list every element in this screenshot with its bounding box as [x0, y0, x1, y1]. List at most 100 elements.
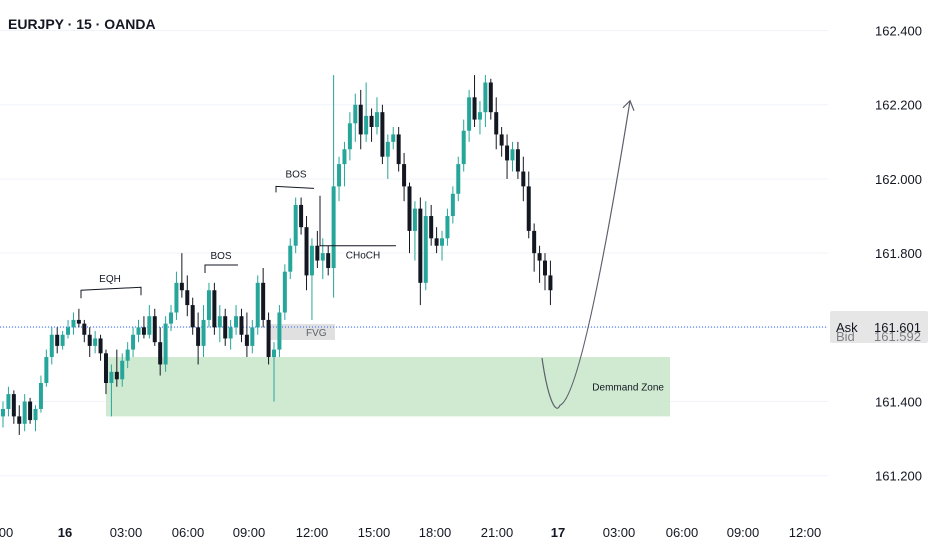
eqh-line	[80, 286, 142, 299]
candle-body	[299, 204, 304, 228]
bos-label-2: BOS	[285, 169, 306, 180]
candle-body	[407, 186, 412, 231]
candle-body	[49, 334, 54, 358]
candle-body	[396, 134, 401, 165]
x-tick-label: 00	[0, 525, 13, 540]
y-tick-label: 161.400	[875, 395, 922, 410]
candle-body	[337, 164, 342, 187]
candle-body	[440, 238, 445, 246]
x-tick-label: 06:00	[666, 525, 699, 540]
candle-body	[244, 334, 249, 346]
candle-body	[526, 186, 531, 231]
candle-body	[320, 253, 325, 261]
candle-body	[76, 319, 81, 324]
candle-body	[288, 245, 293, 272]
candle-body	[228, 327, 233, 339]
candle-body	[206, 290, 211, 320]
candle-body	[109, 371, 114, 383]
candle-body	[412, 208, 417, 231]
x-tick-label: 17	[551, 525, 565, 540]
structure-annotations: EQH BOS BOS CHoCH	[80, 169, 396, 299]
candle-body	[103, 353, 108, 383]
candle-body	[212, 290, 217, 328]
candle-body	[136, 327, 141, 335]
candle-body	[510, 149, 515, 161]
y-tick-label: 161.800	[875, 246, 922, 261]
candle-body	[163, 323, 168, 365]
candle-body	[293, 204, 298, 246]
candle-body	[114, 371, 119, 380]
candle-body	[331, 186, 336, 268]
candle-body	[1, 408, 5, 417]
x-tick-label: 06:00	[172, 525, 205, 540]
candle-body	[515, 149, 520, 172]
x-tick-label: 03:00	[603, 525, 636, 540]
projection-arrowhead	[622, 99, 635, 111]
candle-body	[38, 382, 43, 409]
candle-body	[44, 357, 49, 383]
demand-zone-label: Demmand Zone	[592, 383, 664, 394]
candle-body	[98, 338, 103, 354]
candle-body	[537, 253, 542, 261]
x-tick-label: 03:00	[110, 525, 143, 540]
candle-body	[261, 282, 266, 320]
candle-body	[505, 145, 510, 161]
candle-body	[445, 216, 450, 239]
candle-body	[304, 227, 309, 276]
candle-body	[234, 316, 239, 328]
bos-line-1	[204, 264, 238, 274]
candle-body	[201, 319, 206, 346]
y-tick-label: 162.200	[875, 98, 922, 113]
candle-body	[402, 164, 407, 187]
time-axis[interactable]: 00 16 03:00 06:00 09:00 12:00 15:00 18:00 21:00 1…	[0, 525, 821, 540]
x-tick-label: 09:00	[233, 525, 266, 540]
bid-label: Bid	[836, 329, 855, 344]
y-tick-label: 161.200	[875, 469, 922, 484]
candle-body	[483, 82, 488, 113]
x-tick-label: 12:00	[789, 525, 822, 540]
candle-body	[391, 134, 396, 142]
ask-value: 161.601	[874, 320, 921, 335]
x-tick-label: 12:00	[296, 525, 329, 540]
candle-body	[82, 323, 87, 335]
candle-body	[169, 312, 174, 324]
candle-body	[11, 394, 16, 417]
ask-box	[830, 310, 928, 343]
candle-body	[543, 260, 547, 276]
candle-body	[87, 334, 92, 346]
candle-body	[309, 245, 314, 276]
demand-zone	[106, 357, 670, 417]
candle-body	[141, 327, 146, 335]
candle-body	[282, 271, 287, 313]
candle-body	[380, 112, 385, 157]
candle-body	[499, 134, 504, 146]
candle-body	[66, 327, 71, 335]
candle-body	[179, 282, 184, 291]
candle-body	[71, 319, 76, 328]
candle-body	[548, 275, 553, 291]
candle-body	[147, 316, 152, 335]
candle-body	[450, 193, 455, 217]
choch-label: CHoCH	[346, 251, 380, 262]
candle-body	[120, 360, 125, 380]
bid-value: 161.592	[874, 329, 921, 344]
y-tick-label: 162.000	[875, 172, 922, 187]
candle-body	[374, 112, 379, 128]
candle-body	[456, 164, 461, 194]
candle-body	[190, 305, 195, 328]
ask-bid-label: Bid 161.592 Ask 161.601	[830, 310, 928, 344]
projection-curve	[541, 100, 631, 409]
x-tick-label: 18:00	[419, 525, 452, 540]
candle-body	[477, 112, 482, 120]
candle-body	[364, 115, 369, 135]
bos-line-2	[275, 185, 315, 193]
candle-body	[342, 149, 347, 165]
candle-body	[315, 245, 320, 261]
candle-body	[521, 171, 526, 187]
x-tick-label: 09:00	[727, 525, 760, 540]
candle-body	[532, 230, 537, 254]
price-axis[interactable]: 162.400162.200162.000161.800161.600161.4…	[875, 24, 922, 484]
candle-body	[22, 401, 27, 424]
x-tick-label: 21:00	[481, 525, 514, 540]
